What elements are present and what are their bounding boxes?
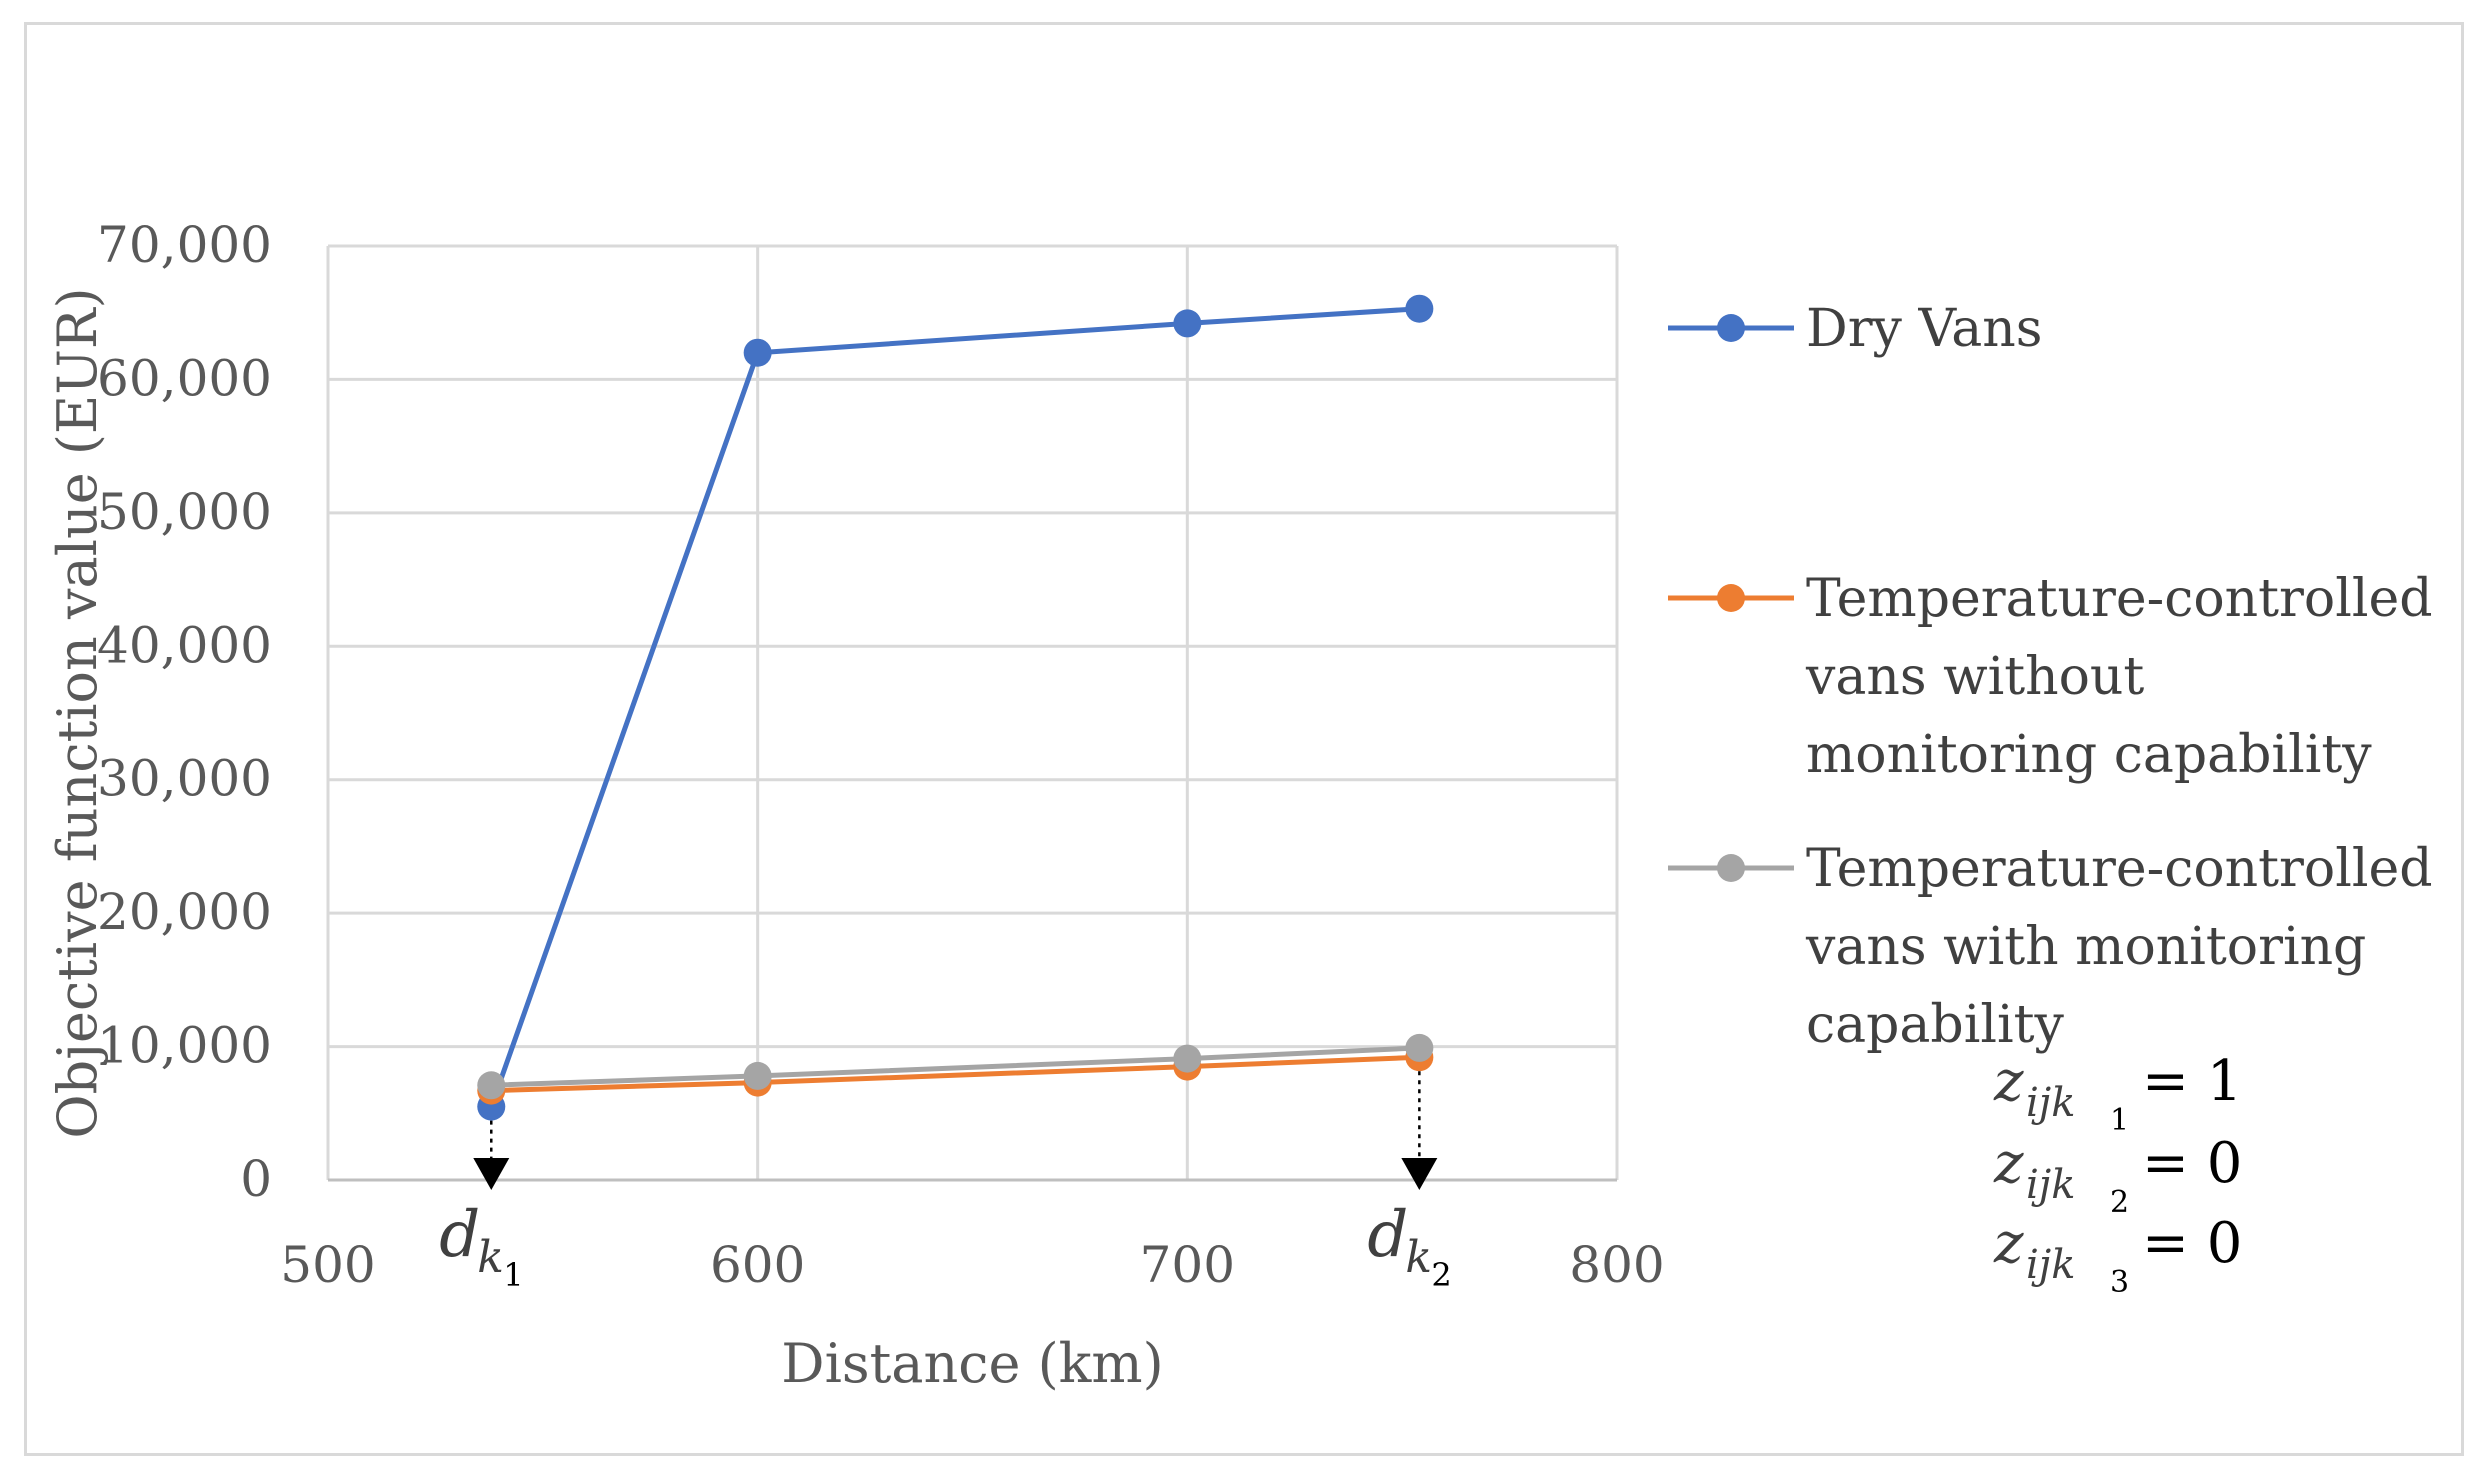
x-axis-title: Distance (km) — [781, 1332, 1163, 1395]
legend-swatch-marker — [1717, 854, 1745, 882]
condition-subsubscript: 1 — [2110, 1103, 2129, 1138]
y-tick-label: 60,000 — [97, 349, 272, 407]
marker-subscript: k — [477, 1232, 504, 1283]
x-tick-label: 600 — [710, 1236, 805, 1294]
legend-swatch-marker — [1717, 584, 1745, 612]
condition-subscript: ijk — [2026, 1242, 2075, 1288]
marker-label-d1: dk 1 — [439, 1198, 523, 1294]
x-tick-label: 500 — [280, 1236, 375, 1294]
series-line-3 — [491, 1045, 1420, 1088]
series-3-point — [743, 1061, 772, 1090]
y-tick-label: 30,000 — [97, 750, 272, 808]
marker-arrow — [473, 1158, 510, 1190]
series-1-point — [1405, 294, 1434, 323]
condition-rhs: = 1 — [2142, 1049, 2242, 1114]
condition-var: z — [1993, 1049, 2024, 1114]
marker-subsubscript: 1 — [503, 1256, 523, 1294]
series-layer — [477, 294, 1434, 1121]
legend-layer: Dry Vans Temperature-controlled vans witho… — [1668, 299, 2433, 1055]
legend-label-line: monitoring capability — [1806, 725, 2372, 785]
marker-subscript: k — [1405, 1232, 1432, 1283]
condition-subsubscript: 2 — [2110, 1185, 2129, 1220]
condition-z1: z ijk 1 = 1 — [1993, 1049, 2242, 1138]
legend-swatch-marker — [1717, 314, 1745, 342]
legend-label-line: vans without — [1805, 647, 2144, 707]
marker-var: d — [439, 1198, 480, 1272]
marker-subsubscript: 2 — [1431, 1256, 1451, 1294]
y-tick-label: 50,000 — [97, 483, 272, 541]
condition-rhs: = 0 — [2142, 1211, 2242, 1276]
series-3-point — [1173, 1044, 1202, 1073]
y-tick-label: 10,000 — [97, 1017, 272, 1075]
axis-layer: 0 10,000 20,000 30,000 40,000 50,000 60,000 70,… — [46, 216, 1665, 1395]
condition-var: z — [1993, 1211, 2024, 1276]
marker-label-d2: dk 2 — [1367, 1198, 1451, 1294]
x-tick-label: 800 — [1569, 1236, 1664, 1294]
series-1-point — [743, 338, 772, 367]
y-axis-title: Objective function value (EUR) — [46, 287, 109, 1138]
marker-var: d — [1367, 1198, 1408, 1272]
y-tick-label: 0 — [240, 1150, 272, 1208]
condition-z3: z ijk 3 = 0 — [1993, 1211, 2242, 1300]
condition-subscript: ijk — [2026, 1080, 2075, 1126]
condition-var: z — [1993, 1131, 2024, 1196]
legend-label-line: vans with monitoring — [1805, 917, 2366, 977]
y-tick-label: 40,000 — [97, 616, 272, 674]
x-tick-label: 700 — [1140, 1236, 1235, 1294]
legend-label-line: capability — [1806, 995, 2064, 1055]
series-1-point — [1173, 309, 1202, 338]
condition-subsubscript: 3 — [2110, 1265, 2129, 1300]
marker-arrow — [1401, 1158, 1438, 1190]
condition-rhs: = 0 — [2142, 1131, 2242, 1196]
y-tick-label: 20,000 — [97, 883, 272, 941]
legend-label-line: Temperature-controlled — [1806, 569, 2433, 629]
condition-z2: z ijk 2 = 0 — [1993, 1131, 2242, 1220]
series-3-point — [477, 1071, 506, 1100]
series-line-2 — [491, 1054, 1420, 1094]
series-3-point — [1405, 1033, 1434, 1062]
y-tick-label: 70,000 — [97, 216, 272, 274]
figure-frame — [24, 22, 2464, 1456]
annotation-layer: dk 1dk 2z ijk 1= 1z ijk 2= 0z ijk 3= 0 — [439, 1049, 2242, 1300]
series-line-1 — [488, 306, 1420, 1108]
condition-subscript: ijk — [2026, 1162, 2075, 1208]
legend-label-line: Temperature-controlled — [1806, 839, 2433, 899]
legend-label-line: Dry Vans — [1806, 299, 2042, 359]
